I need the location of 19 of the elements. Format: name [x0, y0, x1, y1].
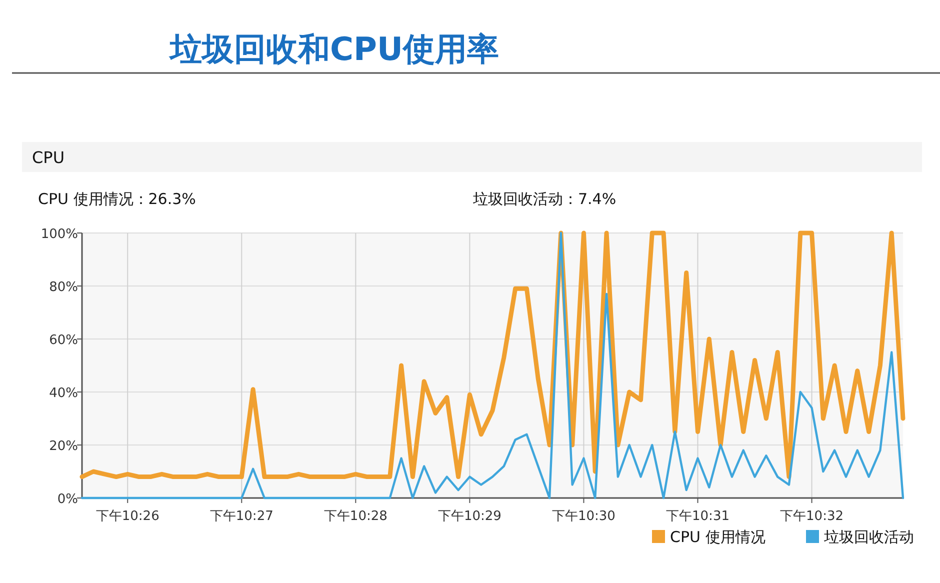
- text: 垃圾回收活动：7.4%: [472, 190, 616, 208]
- text: CPU: [32, 148, 65, 167]
- y-tick-label: 40%: [49, 386, 78, 401]
- y-tick-label: 20%: [49, 439, 78, 454]
- chart-title: 垃圾回收和CPU使用率: [168, 30, 499, 68]
- y-tick-label: 0%: [57, 492, 78, 507]
- y-tick-label: 80%: [49, 280, 78, 295]
- x-tick-label: 下午10:32: [780, 509, 844, 524]
- text: CPU 使用情况：26.3%: [38, 190, 196, 208]
- x-tick-label: 下午10:30: [552, 509, 616, 524]
- x-tick-label: 下午10:27: [210, 509, 274, 524]
- x-tick-label: 下午10:31: [666, 509, 730, 524]
- y-tick-label: 100%: [40, 227, 78, 242]
- y-tick-label: 60%: [49, 333, 78, 348]
- x-tick-label: 下午10:29: [438, 509, 502, 524]
- x-tick-label: 下午10:26: [96, 509, 160, 524]
- x-tick-label: 下午10:28: [324, 509, 388, 524]
- legend-label: CPU 使用情况: [670, 528, 766, 546]
- legend-label: 垃圾回收活动: [823, 528, 914, 546]
